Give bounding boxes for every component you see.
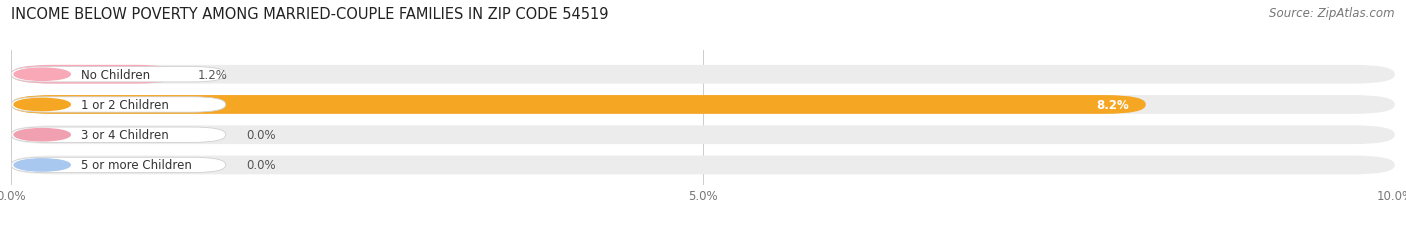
- Text: 0.0%: 0.0%: [246, 129, 276, 142]
- Text: 1 or 2 Children: 1 or 2 Children: [82, 99, 169, 112]
- FancyBboxPatch shape: [11, 96, 1395, 114]
- Text: No Children: No Children: [82, 68, 150, 81]
- FancyBboxPatch shape: [11, 97, 226, 113]
- FancyBboxPatch shape: [11, 66, 1395, 84]
- Circle shape: [14, 99, 70, 111]
- Text: 8.2%: 8.2%: [1097, 99, 1129, 112]
- Text: INCOME BELOW POVERTY AMONG MARRIED-COUPLE FAMILIES IN ZIP CODE 54519: INCOME BELOW POVERTY AMONG MARRIED-COUPL…: [11, 7, 609, 22]
- Circle shape: [14, 69, 70, 81]
- Text: 0.0%: 0.0%: [246, 159, 276, 172]
- Circle shape: [14, 159, 70, 171]
- Text: 1.2%: 1.2%: [198, 68, 228, 81]
- Text: 3 or 4 Children: 3 or 4 Children: [82, 129, 169, 142]
- FancyBboxPatch shape: [11, 67, 226, 82]
- FancyBboxPatch shape: [11, 126, 1395, 144]
- FancyBboxPatch shape: [11, 66, 177, 84]
- Text: 5 or more Children: 5 or more Children: [82, 159, 193, 172]
- FancyBboxPatch shape: [11, 156, 1395, 175]
- FancyBboxPatch shape: [11, 158, 226, 173]
- Circle shape: [14, 129, 70, 141]
- Text: Source: ZipAtlas.com: Source: ZipAtlas.com: [1270, 7, 1395, 20]
- FancyBboxPatch shape: [11, 128, 226, 143]
- FancyBboxPatch shape: [11, 96, 1146, 114]
